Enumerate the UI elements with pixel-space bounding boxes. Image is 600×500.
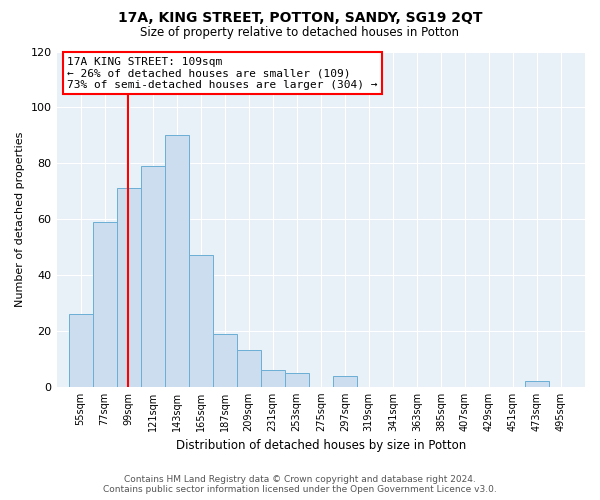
Bar (212, 334, 236, 387)
X-axis label: Distribution of detached houses by size in Potton: Distribution of detached houses by size … (176, 440, 466, 452)
Bar (285, 373, 309, 387)
Bar (236, 350, 261, 387)
Text: Contains HM Land Registry data © Crown copyright and database right 2024.
Contai: Contains HM Land Registry data © Crown c… (103, 474, 497, 494)
Text: Size of property relative to detached houses in Potton: Size of property relative to detached ho… (140, 26, 460, 39)
Bar (525, 381, 549, 387)
Text: 17A, KING STREET, POTTON, SANDY, SG19 2QT: 17A, KING STREET, POTTON, SANDY, SG19 2Q… (118, 12, 482, 26)
Bar (68, 314, 92, 387)
Bar (188, 256, 212, 387)
Bar (116, 188, 140, 387)
Bar (140, 166, 164, 387)
Bar (333, 376, 357, 387)
Bar (164, 136, 188, 387)
Y-axis label: Number of detached properties: Number of detached properties (15, 132, 25, 307)
Bar (261, 370, 285, 387)
Bar (92, 222, 116, 387)
Text: 17A KING STREET: 109sqm
← 26% of detached houses are smaller (109)
73% of semi-d: 17A KING STREET: 109sqm ← 26% of detache… (67, 56, 377, 90)
